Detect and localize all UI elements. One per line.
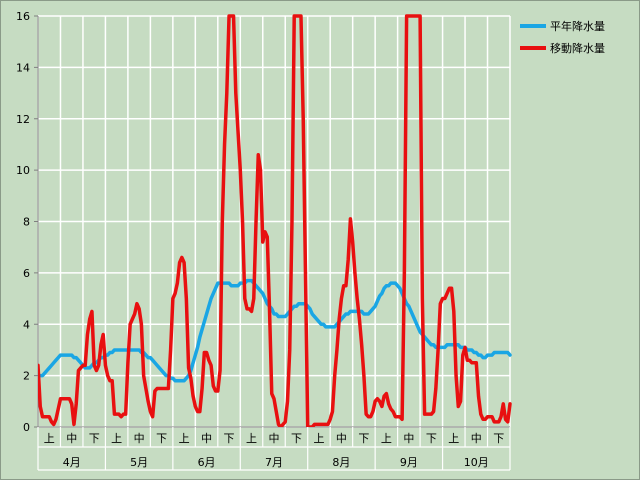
y-tick-label: 4 (23, 318, 30, 331)
y-tick-label: 2 (23, 370, 30, 383)
decade-label: 下 (89, 432, 100, 445)
decade-label: 上 (313, 432, 324, 445)
decade-label: 上 (44, 432, 55, 445)
y-tick-label: 10 (16, 164, 30, 177)
month-label: 6月 (198, 456, 216, 469)
x-axis: 上中下4月上中下5月上中下6月上中下7月上中下8月上中下9月上中下10月 (37, 426, 511, 471)
decade-label: 中 (336, 432, 347, 445)
decade-label: 上 (111, 432, 122, 445)
y-tick-label: 6 (23, 267, 30, 280)
y-tick-label: 0 (23, 421, 30, 434)
decade-label: 上 (179, 432, 190, 445)
decade-label: 上 (381, 432, 392, 445)
decade-label: 中 (134, 432, 145, 445)
month-label: 9月 (400, 456, 418, 469)
y-axis: 0 2 4 6 8 10 12 14 16 (16, 10, 39, 434)
series-line-0 (38, 278, 512, 383)
y-tick-label: 16 (16, 10, 30, 23)
month-label: 7月 (265, 456, 283, 469)
y-tick-label: 14 (16, 61, 30, 74)
decade-label: 上 (246, 432, 257, 445)
decade-label: 上 (448, 432, 459, 445)
decade-label: 中 (269, 432, 280, 445)
decade-label: 中 (201, 432, 212, 445)
decade-label: 中 (66, 432, 77, 445)
series-lines (38, 14, 512, 427)
decade-label: 中 (471, 432, 482, 445)
decade-label: 下 (291, 432, 302, 445)
decade-label: 下 (156, 432, 167, 445)
legend-label: 平年降水量 (550, 19, 605, 33)
decade-label: 下 (493, 432, 504, 445)
decade-label: 中 (403, 432, 414, 445)
decade-label: 下 (358, 432, 369, 445)
y-tick-label: 8 (23, 216, 30, 229)
month-label: 5月 (130, 456, 148, 469)
month-label: 4月 (63, 456, 81, 469)
y-tick-label: 12 (16, 113, 30, 126)
month-label: 8月 (332, 456, 350, 469)
month-label: 10月 (464, 456, 489, 469)
decade-label: 下 (426, 432, 437, 445)
series-line-1 (38, 14, 512, 427)
legend-label: 移動降水量 (550, 41, 605, 55)
decade-label: 下 (224, 432, 235, 445)
